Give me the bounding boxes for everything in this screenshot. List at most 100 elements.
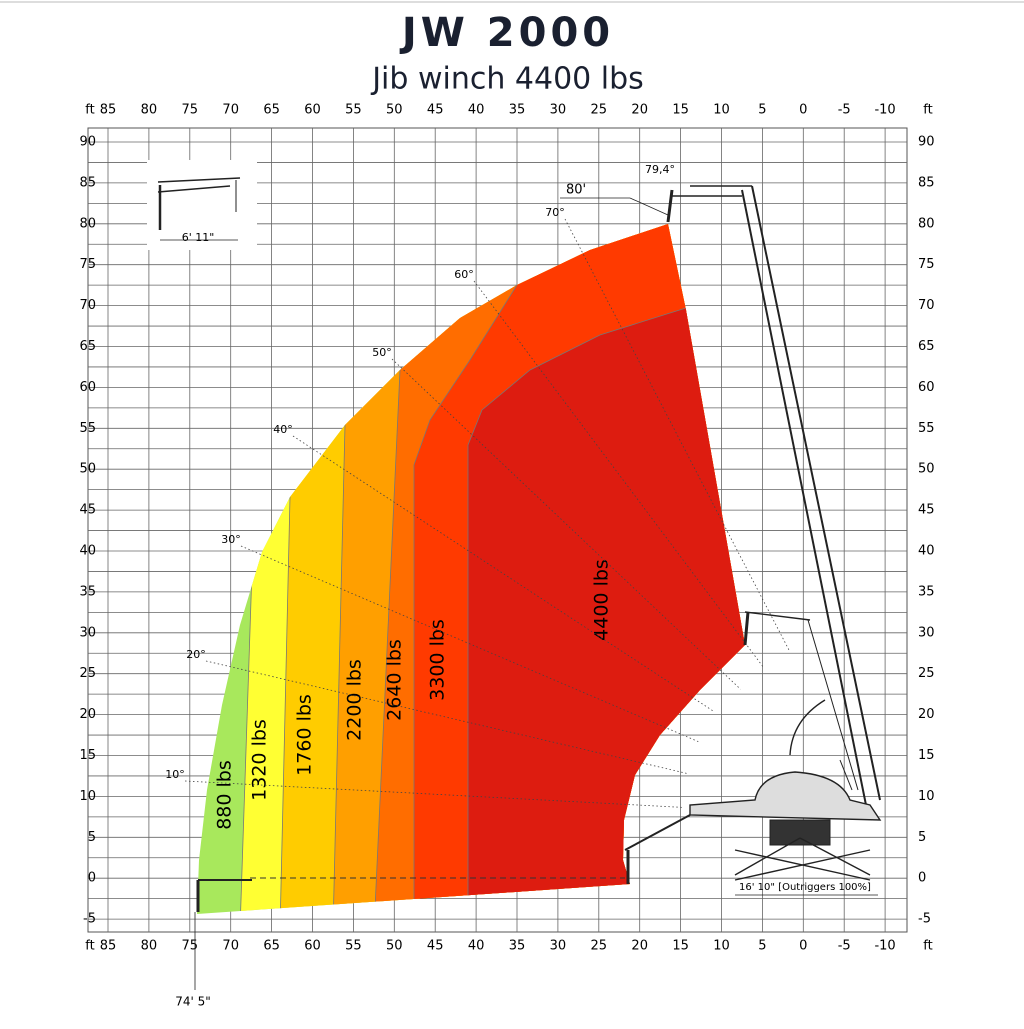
- axis-unit: ft: [923, 939, 932, 954]
- crane-line: [741, 189, 867, 806]
- y-tick-label: 10: [79, 789, 96, 804]
- y-tick-label: 0: [918, 871, 926, 886]
- y-tick-label: 40: [79, 544, 96, 559]
- y-tick-label: 65: [79, 339, 96, 354]
- y-tick-label: 30: [918, 625, 935, 640]
- y-tick-label: -5: [83, 912, 96, 927]
- crane-line: [629, 197, 669, 216]
- y-tick-label: 50: [79, 462, 96, 477]
- y-tick-label: 15: [918, 748, 935, 763]
- x-tick-label: 75: [182, 939, 199, 954]
- angle-label: 20°: [186, 648, 206, 661]
- angle-label: 50°: [372, 346, 392, 359]
- subtitle: Jib winch 4400 lbs: [370, 62, 644, 97]
- angle-line: [391, 358, 741, 690]
- crane-line: [157, 177, 241, 183]
- x-tick-label: 5: [758, 939, 766, 954]
- axis-unit: ft: [923, 103, 932, 118]
- y-tick-label: -5: [918, 912, 931, 927]
- zone-label: 1320 lbs: [249, 719, 271, 801]
- y-tick-label: 25: [918, 666, 935, 681]
- y-tick-label: 70: [918, 298, 935, 313]
- grid-frame: [87, 127, 908, 933]
- y-tick-label: 30: [79, 625, 96, 640]
- x-tick-label: 30: [550, 103, 567, 118]
- x-tick-label: 65: [263, 939, 280, 954]
- x-tick-label: 80: [141, 939, 158, 954]
- x-tick-label: -10: [874, 939, 895, 954]
- zone-label: 2640 lbs: [384, 639, 406, 721]
- crane-line: [157, 185, 231, 193]
- y-tick-label: 55: [79, 421, 96, 436]
- y-tick-label: 50: [918, 462, 935, 477]
- crane-line: [807, 619, 859, 791]
- y-tick-label: 70: [79, 298, 96, 313]
- y-tick-label: 40: [918, 544, 935, 559]
- max-reach: 74' 5": [175, 995, 211, 1009]
- x-tick-label: 60: [304, 103, 321, 118]
- x-tick-label: 20: [631, 939, 648, 954]
- x-tick-label: 15: [672, 103, 689, 118]
- y-tick-label: 35: [918, 584, 935, 599]
- outriggers: 16' 10" [Outriggers 100%]: [739, 882, 871, 893]
- angle-line: [240, 545, 699, 742]
- x-tick-label: 0: [799, 103, 807, 118]
- y-tick-label: 75: [79, 257, 96, 272]
- angle-line: [205, 660, 689, 775]
- x-tick-label: 25: [591, 939, 608, 954]
- crane-line: [666, 189, 674, 223]
- x-tick-label: 75: [182, 103, 199, 118]
- y-tick-label: 60: [79, 380, 96, 395]
- y-tick-label: 80: [918, 216, 935, 231]
- x-tick-label: 85: [100, 939, 117, 954]
- y-tick-label: 55: [918, 421, 935, 436]
- axis-unit: ft: [85, 103, 94, 118]
- y-tick-label: 90: [79, 135, 96, 150]
- y-tick-label: 75: [918, 257, 935, 272]
- max-angle: 79,4°: [645, 163, 675, 176]
- y-tick-label: 80: [79, 216, 96, 231]
- x-tick-label: 40: [468, 103, 485, 118]
- angle-label: 30°: [221, 533, 241, 546]
- angle-label: 70°: [545, 206, 565, 219]
- x-tick-label: 5: [758, 103, 766, 118]
- crane-line: [744, 611, 811, 621]
- y-tick-label: 60: [918, 380, 935, 395]
- y-tick-label: 65: [918, 339, 935, 354]
- x-tick-label: -10: [874, 103, 895, 118]
- y-tick-label: 85: [79, 175, 96, 190]
- angle-line: [564, 218, 790, 651]
- x-tick-label: 60: [304, 939, 321, 954]
- rotation-arrow: [789, 699, 826, 756]
- x-tick-label: 20: [631, 103, 648, 118]
- overlay: 880 lbs 1320 lbs 1760 lbs 2200 lbs 2640 lbs 3…: [147, 160, 882, 1009]
- angle-label: 10°: [165, 768, 185, 781]
- zone-label: 4400 lbs: [591, 559, 613, 641]
- x-tick-label: 80: [141, 103, 158, 118]
- crane-line: [624, 814, 691, 851]
- x-tick-label: 50: [386, 103, 403, 118]
- x-tick-label: 70: [222, 103, 239, 118]
- zone-label: 2200 lbs: [344, 659, 366, 741]
- x-tick-label: 55: [345, 103, 362, 118]
- x-tick-label: 85: [100, 103, 117, 118]
- y-tick-label: 5: [918, 830, 926, 845]
- boom-length: 80': [566, 183, 586, 198]
- crane-line: [743, 611, 750, 646]
- x-tick-label: 15: [672, 939, 689, 954]
- x-tick-label: 10: [713, 103, 730, 118]
- x-tick-label: 50: [386, 939, 403, 954]
- crane-line: [751, 185, 881, 801]
- x-tick-label: 35: [509, 103, 526, 118]
- x-tick-label: -5: [838, 103, 851, 118]
- crane-base: [689, 771, 882, 821]
- y-tick-label: 20: [918, 707, 935, 722]
- angle-label: 60°: [454, 268, 474, 281]
- y-tick-label: 90: [918, 135, 935, 150]
- x-tick-label: 40: [468, 939, 485, 954]
- y-tick-label: 0: [88, 871, 96, 886]
- inset-frame: [147, 160, 257, 250]
- x-tick-label: 0: [799, 939, 807, 954]
